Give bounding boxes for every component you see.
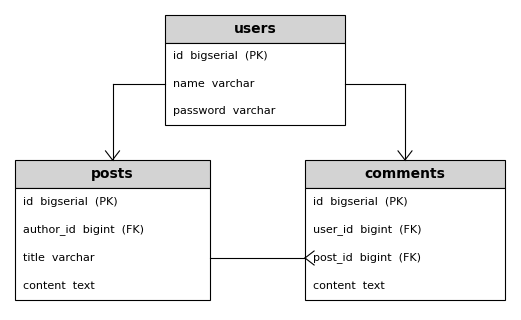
Bar <box>165 43 345 125</box>
Text: post_id  bigint  (FK): post_id bigint (FK) <box>313 252 421 263</box>
Text: title  varchar: title varchar <box>23 253 94 263</box>
Text: comments: comments <box>365 167 445 181</box>
Bar <box>305 160 505 188</box>
Bar <box>15 160 210 188</box>
Bar <box>15 188 210 300</box>
Text: password  varchar: password varchar <box>173 106 276 116</box>
Text: content  text: content text <box>313 281 384 291</box>
Bar <box>305 188 505 300</box>
Text: name  varchar: name varchar <box>173 79 254 89</box>
Text: author_id  bigint  (FK): author_id bigint (FK) <box>23 225 144 236</box>
Text: id  bigserial  (PK): id bigserial (PK) <box>23 197 118 207</box>
Text: user_id  bigint  (FK): user_id bigint (FK) <box>313 225 421 236</box>
Text: users: users <box>233 22 276 36</box>
Text: id  bigserial  (PK): id bigserial (PK) <box>173 51 268 61</box>
Text: content  text: content text <box>23 281 95 291</box>
Text: posts: posts <box>91 167 134 181</box>
Text: id  bigserial  (PK): id bigserial (PK) <box>313 197 407 207</box>
Bar <box>165 15 345 43</box>
